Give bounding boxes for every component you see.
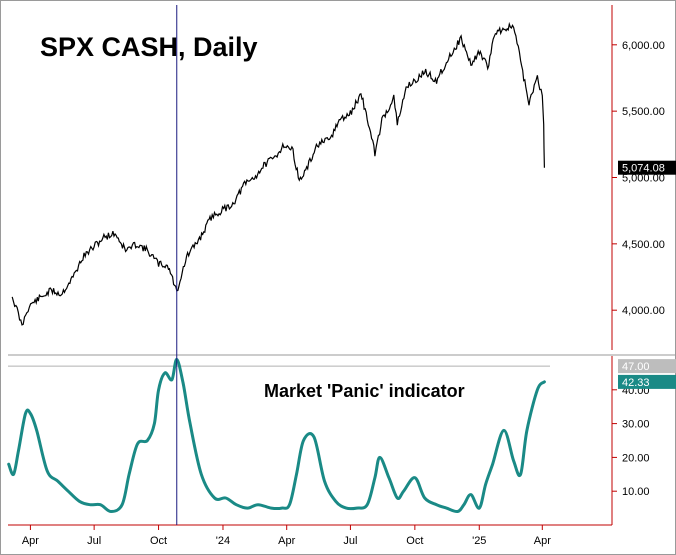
price-y-tick-label: 6,000.00 bbox=[622, 40, 665, 52]
indicator-reference-label: 47.00 bbox=[622, 361, 650, 373]
x-tick-label: '24 bbox=[216, 535, 230, 547]
x-tick-label: Apr bbox=[534, 535, 551, 547]
indicator-pane: Market 'Panic' indicator 10.00 20.00 30.00… bbox=[7, 356, 676, 525]
price-last-value-label: 5,074.08 bbox=[622, 163, 665, 175]
price-y-tick-label: 5,000.00 bbox=[622, 173, 665, 185]
x-tick-label: Oct bbox=[150, 535, 167, 547]
x-tick-label: Apr bbox=[22, 535, 39, 547]
x-tick-label: Apr bbox=[278, 535, 295, 547]
x-tick-label: Jul bbox=[87, 535, 101, 547]
indicator-y-tick-label: 10.00 bbox=[622, 486, 650, 498]
x-tick-label: Oct bbox=[406, 535, 423, 547]
indicator-last-value-badge-bg bbox=[618, 374, 676, 389]
indicator-last-value-badge: 42.33 bbox=[618, 374, 676, 389]
price-y-tick-label: 4,500.00 bbox=[622, 239, 665, 251]
indicator-chart-title: Market 'Panic' indicator bbox=[264, 381, 465, 401]
price-y-axis: 4,000.00 4,500.00 5,000.00 5,500.00 6,000.00 bbox=[612, 40, 665, 317]
x-tick-label: '25 bbox=[472, 535, 486, 547]
price-y-tick-label: 5,500.00 bbox=[622, 106, 665, 118]
indicator-reference-badge: 47.00 bbox=[618, 359, 676, 374]
indicator-y-tick-label: 30.00 bbox=[622, 419, 650, 431]
x-tick-label: Jul bbox=[343, 535, 357, 547]
price-series-line bbox=[11, 21, 545, 326]
x-axis: Apr Jul Oct '24 Apr Jul Oct '25 Apr bbox=[22, 525, 551, 547]
price-last-value-badge: 5,074.08 bbox=[618, 160, 676, 175]
indicator-series-line bbox=[7, 357, 546, 514]
price-pane: SPX CASH, Daily 4,000.00 4,500.00 5,000.00… bbox=[11, 5, 676, 350]
indicator-reference-badge-bg bbox=[618, 359, 676, 374]
price-chart-title: SPX CASH, Daily bbox=[40, 32, 258, 62]
indicator-y-tick-label: 20.00 bbox=[622, 452, 650, 464]
price-last-value-badge-bg bbox=[618, 160, 676, 175]
price-y-tick-label: 4,000.00 bbox=[622, 305, 665, 317]
indicator-last-value-label: 42.33 bbox=[622, 377, 650, 389]
